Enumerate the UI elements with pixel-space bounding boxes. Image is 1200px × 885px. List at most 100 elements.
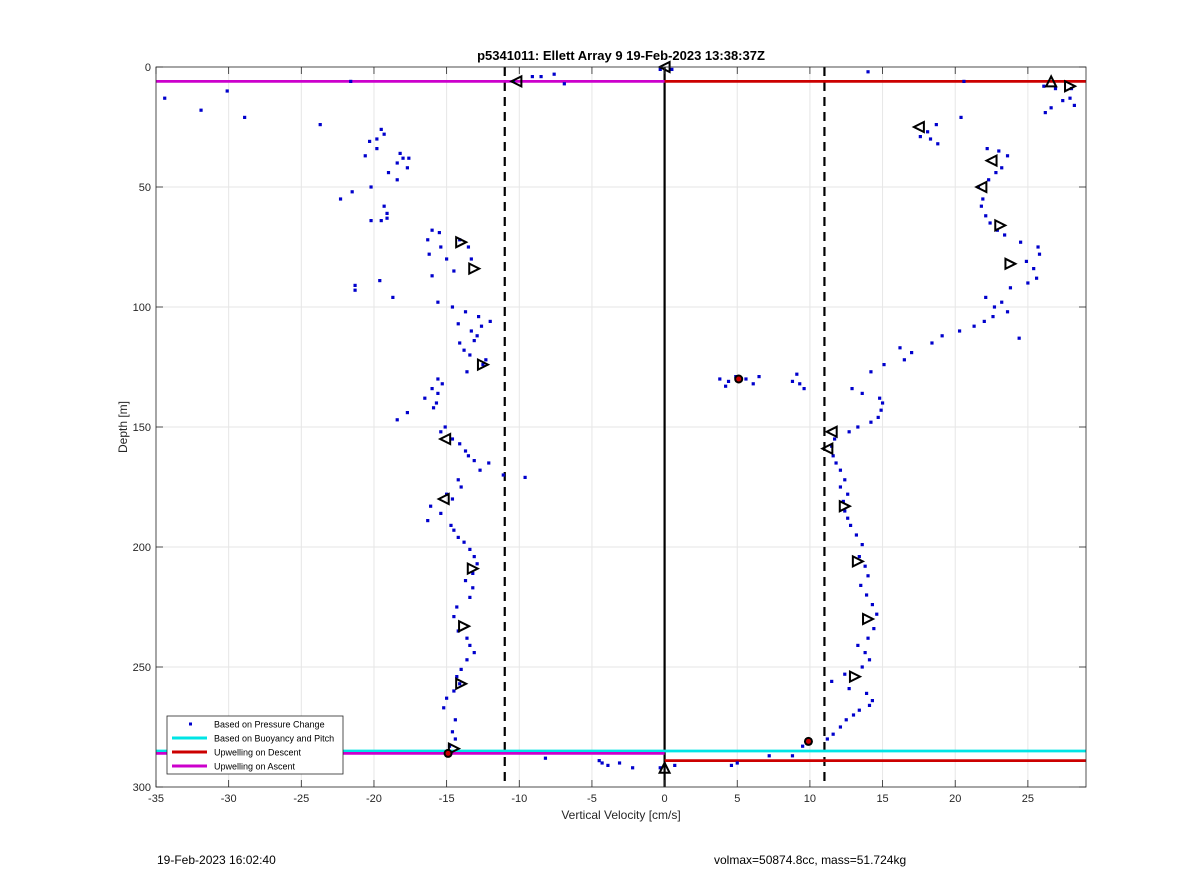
data-point [318,123,322,127]
data-point [972,324,976,328]
triangle-marker [984,153,998,168]
data-point [488,319,492,323]
data-point [798,382,802,386]
data-point [437,231,441,235]
glider-markers [436,60,1078,774]
data-point [501,473,505,477]
data-point [481,363,485,367]
data-point [458,682,462,686]
y-axis-label: Depth [m] [116,401,130,453]
data-point [860,391,864,395]
data-point [801,744,805,748]
data-point [898,346,902,350]
data-point [386,171,391,175]
data-point [463,579,468,583]
legend-label: Upwelling on Ascent [214,762,296,772]
data-point [985,147,989,151]
data-point [463,310,468,314]
data-point [395,178,399,182]
data-point [471,586,475,590]
data-point [870,603,874,607]
data-point [1008,286,1013,290]
data-point [838,468,843,472]
data-point [658,67,662,71]
data-point [658,766,662,770]
data-point [439,511,443,515]
data-point [854,533,859,537]
data-point [875,612,879,616]
data-point [843,672,847,676]
data-point [735,761,739,765]
data-point [880,401,885,405]
data-point [1032,267,1036,271]
data-point [459,485,463,489]
data-point [1003,233,1007,237]
triangle-marker [838,499,853,513]
triangle-marker [455,235,469,249]
data-point [1037,252,1042,256]
y-tick-label: 200 [133,542,151,554]
data-point [455,675,459,679]
data-point [838,485,843,489]
triangle-marker [862,612,876,626]
data-point [802,387,806,391]
legend-box [166,715,344,775]
data-point [469,257,473,261]
data-point [843,509,847,513]
data-point [856,643,860,647]
data-point [543,756,548,760]
data-point [928,137,933,141]
data-point [1017,336,1021,340]
triangle-marker [447,741,462,756]
data-point [670,67,674,71]
data-point [994,171,998,175]
legend-label: Based on Pressure Change [214,720,325,730]
data-point [867,658,872,662]
data-point [751,382,755,386]
data-point [378,279,382,283]
data-point [243,115,247,119]
data-point [401,156,405,160]
data-point [395,161,399,165]
data-point [484,358,488,362]
legend: Based on Pressure Change Based on Buoyanc… [166,715,344,775]
data-point [631,766,635,770]
data-point [757,375,761,379]
data-point [1034,276,1039,280]
x-tick-label: 20 [949,793,961,805]
data-point [440,382,444,386]
data-point [962,79,966,83]
data-point [469,329,473,333]
data-point [436,391,440,395]
data-point [426,519,430,523]
data-point [959,115,963,119]
data-point [981,197,985,201]
data-point [830,679,834,683]
data-point [450,730,455,734]
footer-timestamp: 19-Feb-2023 16:02:40 [157,853,276,867]
triangle-marker [1044,74,1058,88]
data-point [872,627,876,631]
triangle-marker [974,180,988,194]
data-point [878,396,882,400]
reference-lines [503,67,826,787]
data-point [1019,240,1023,244]
data-point [864,593,869,597]
data-point [790,379,795,383]
data-point [369,185,373,189]
data-point [857,555,861,559]
data-point [597,759,601,763]
x-tick-label: -10 [511,793,527,805]
data-point [465,658,469,662]
data-point [456,478,460,482]
data-point [453,718,457,722]
triangle-marker [851,554,866,569]
data-point [450,497,455,501]
y-tick-label: 50 [139,182,151,194]
data-point [997,149,1001,153]
data-point [1049,106,1053,110]
data-point [1026,281,1030,285]
data-point [349,79,353,83]
data-point [475,334,479,338]
data-point [405,411,409,415]
